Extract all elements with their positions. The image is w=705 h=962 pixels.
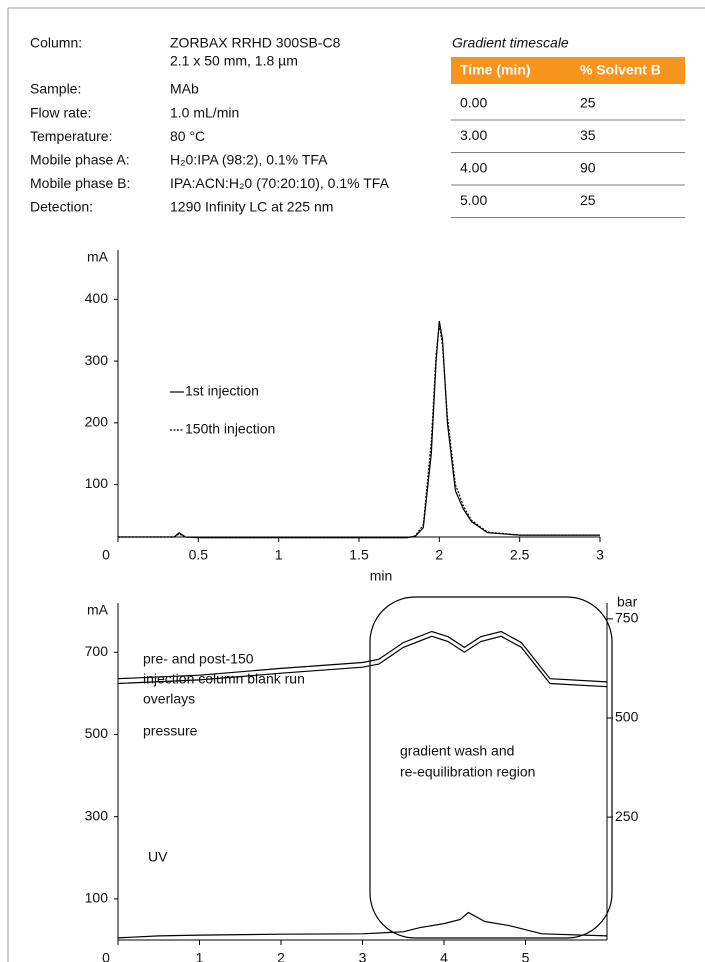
condition-value: IPA:ACN:H₂0 (70:20:10), 0.1% TFA	[170, 175, 390, 191]
condition-value: ZORBAX RRHD 300SB-C8	[170, 35, 341, 51]
table-cell: 0.00	[460, 95, 487, 111]
condition-label: Sample:	[30, 81, 81, 97]
y2-tick-label: 750	[615, 610, 639, 626]
table-header-cell: % Solvent B	[580, 62, 661, 78]
condition-value: H₂0:IPA (98:2), 0.1% TFA	[170, 152, 328, 168]
table-cell: 25	[580, 192, 596, 208]
x-tick-label: 0.5	[189, 547, 209, 563]
x-tick-label: 4	[440, 950, 448, 962]
condition-value: 1290 Infinity LC at 225 nm	[170, 199, 333, 215]
y2-tick-label: 250	[615, 808, 639, 824]
series-line	[117, 630, 608, 683]
y-axis-label: mA	[87, 249, 109, 265]
table-cell: 35	[580, 127, 596, 143]
condition-label: Temperature:	[30, 128, 112, 144]
condition-label: Mobile phase A:	[30, 152, 130, 168]
x-tick-label: 1	[196, 950, 204, 962]
annotation: re-equilibration region	[400, 764, 535, 780]
y-tick-label: 400	[85, 290, 109, 306]
legend-label: 150th injection	[185, 421, 275, 437]
x-tick-label: 2	[435, 547, 443, 563]
y-tick-label: 700	[85, 643, 109, 659]
y-tick-label: 300	[85, 807, 109, 823]
y-tick-label: 200	[85, 414, 109, 430]
x-tick-label: 5	[522, 950, 530, 962]
y-tick-label: 300	[85, 352, 109, 368]
table-cell: 4.00	[460, 160, 487, 176]
annotation: overlays	[143, 691, 195, 707]
annotation: gradient wash and	[400, 743, 514, 759]
annotation: pre- and post-150	[143, 651, 254, 667]
x-tick-label: 0	[102, 950, 110, 962]
table-header-cell: Time (min)	[460, 62, 531, 78]
annotation: UV	[148, 849, 168, 865]
y-tick-label: 100	[85, 475, 109, 491]
annotation: injection column blank run	[143, 671, 305, 687]
table-cell: 90	[580, 160, 596, 176]
condition-label: Detection:	[30, 199, 93, 215]
table-header	[451, 57, 685, 84]
condition-value: 80 °C	[170, 128, 205, 144]
x-tick-label: 3	[596, 547, 604, 563]
condition-value: 2.1 x 50 mm, 1.8 µm	[170, 53, 298, 69]
annotation: pressure	[143, 723, 198, 739]
x-tick-label: 2.5	[510, 547, 530, 563]
table-title: Gradient timescale	[452, 35, 569, 51]
series-line	[117, 911, 608, 939]
table-cell: 3.00	[460, 127, 487, 143]
y-tick-label: 100	[85, 890, 109, 906]
x-tick-label: 1.5	[349, 547, 369, 563]
y2-tick-label: 500	[615, 709, 639, 725]
legend-label: 1st injection	[185, 383, 259, 399]
condition-label: Mobile phase B:	[30, 175, 130, 191]
y-axis-label: mA	[87, 602, 109, 618]
x-tick-label: 0	[102, 547, 110, 563]
x-tick-label: 2	[277, 950, 285, 962]
condition-value: MAb	[170, 81, 199, 97]
condition-label: Column:	[30, 35, 82, 51]
x-tick-label: 3	[359, 950, 367, 962]
x-tick-label: 1	[275, 547, 283, 563]
table-cell: 25	[580, 95, 596, 111]
y2-axis-label: bar	[617, 594, 638, 610]
y-tick-label: 500	[85, 725, 109, 741]
condition-label: Flow rate:	[30, 104, 91, 120]
region-box	[369, 596, 613, 939]
series-line	[118, 324, 600, 539]
condition-value: 1.0 mL/min	[170, 104, 239, 120]
x-axis-label: min	[370, 568, 393, 584]
table-cell: 5.00	[460, 192, 487, 208]
series-line	[117, 635, 608, 688]
